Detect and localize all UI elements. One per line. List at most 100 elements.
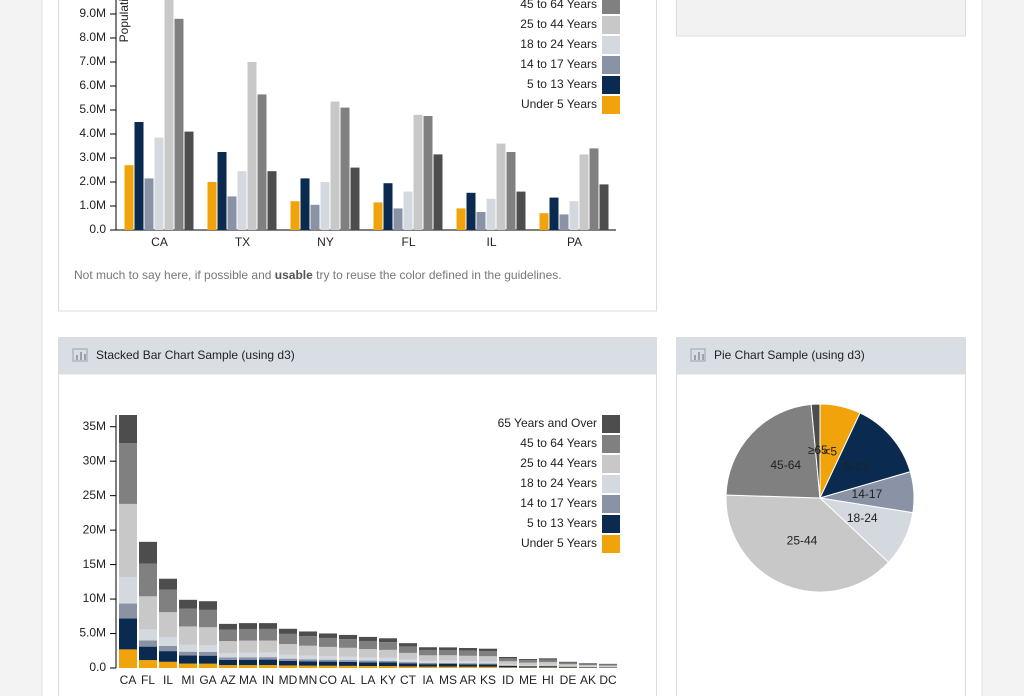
bar-segment [519, 659, 537, 661]
bar-segment [479, 666, 497, 668]
bar-segment [559, 666, 577, 668]
bar-segment [299, 636, 317, 646]
bar [589, 148, 599, 230]
bar-segment [379, 662, 397, 667]
bar-segment [159, 661, 177, 668]
pie-label: 14-17 [852, 487, 883, 501]
bar-segment [119, 649, 137, 668]
bar [539, 213, 549, 230]
x-tick-label: AR [460, 673, 477, 687]
x-tick-label: IL [486, 235, 496, 249]
bar-segment [559, 664, 577, 666]
x-tick-label: IA [422, 673, 433, 687]
bar-segment [219, 641, 237, 653]
legend-swatch [602, 76, 620, 94]
bar [290, 201, 300, 230]
bar-segment [499, 665, 517, 667]
bar-segment [299, 665, 317, 668]
bar-segment [399, 659, 417, 663]
bar-segment [499, 656, 517, 659]
bar-segment [439, 660, 457, 663]
bar-segment [399, 646, 417, 653]
bar [569, 201, 579, 230]
bar-segment [119, 415, 137, 444]
chart-icon [690, 348, 706, 362]
bar-segment [439, 655, 457, 661]
x-tick-label: FL [401, 235, 415, 249]
bar-segment [219, 652, 237, 658]
bar-segment [179, 644, 197, 652]
bar [174, 18, 184, 230]
note-bold: usable [275, 268, 313, 282]
bar-segment [459, 655, 477, 662]
bar-segment [459, 666, 477, 668]
bar-segment [239, 657, 257, 660]
bar-segment [479, 664, 497, 667]
bar [154, 137, 164, 230]
bar-segment [339, 660, 357, 662]
sidebar-link[interactable]: Basic d3 charts [708, 0, 790, 2]
bar-segment [539, 659, 557, 663]
y-tick-label: 3.0M [79, 150, 106, 164]
bar-segment [399, 652, 417, 660]
y-tick-label: 15M [83, 557, 106, 571]
bar [267, 171, 277, 230]
bar [383, 183, 393, 230]
bar-segment [139, 640, 157, 647]
note: Not much to say here, if possible and us… [74, 268, 562, 282]
bar-segment [259, 657, 277, 660]
bar-segment [259, 623, 277, 629]
bar [237, 171, 247, 230]
bar-segment [519, 664, 537, 666]
x-tick-label: ID [502, 673, 514, 687]
bar-segment [359, 662, 377, 667]
bar-segment [379, 638, 397, 643]
bar-segment [119, 577, 137, 604]
bar-segment [299, 645, 317, 656]
x-tick-label: HI [542, 673, 554, 687]
x-tick-label: PA [567, 235, 582, 249]
bar-segment [439, 666, 457, 668]
x-tick-label: TX [235, 235, 250, 249]
bar-segment [539, 666, 557, 668]
stacked-panel-header [58, 337, 657, 375]
bar-segment [159, 578, 177, 590]
bar-segment [239, 623, 257, 629]
bar-segment [479, 661, 497, 664]
bar-segment [279, 660, 297, 666]
bar [320, 182, 330, 230]
bar-segment [419, 660, 437, 663]
bar-segment [299, 659, 317, 662]
bar [227, 196, 237, 230]
bar [549, 197, 559, 230]
legend-label: 5 to 13 Years [527, 516, 597, 530]
legend-label: 25 to 44 Years [520, 17, 597, 31]
bar-segment [139, 646, 157, 661]
pie-panel-header [676, 337, 966, 375]
bar-segment [319, 659, 337, 662]
legend-swatch [602, 535, 620, 553]
pie-slice [725, 494, 890, 593]
bar-segment [319, 661, 337, 666]
bar [466, 192, 476, 230]
bar-segment [159, 651, 177, 662]
bar [579, 154, 589, 230]
x-tick-label: CA [151, 235, 168, 249]
bar-segment [219, 659, 237, 666]
bar-segment [539, 665, 557, 667]
y-tick-label: 4.0M [79, 126, 106, 140]
bar [184, 131, 194, 230]
bar-segment [439, 650, 457, 656]
y-tick-label: 5.0M [79, 102, 106, 116]
pie-label: 18-24 [847, 511, 878, 525]
bar-segment [419, 655, 437, 661]
bar-segment [599, 664, 617, 666]
bar-segment [519, 666, 537, 668]
bar-segment [139, 563, 157, 597]
x-tick-label: AL [341, 673, 356, 687]
x-tick-label: MI [181, 673, 194, 687]
bar-segment [239, 628, 257, 641]
bar-segment [199, 601, 217, 610]
y-tick-label: 25M [83, 488, 106, 502]
legend-label: 45 to 64 Years [520, 0, 597, 11]
